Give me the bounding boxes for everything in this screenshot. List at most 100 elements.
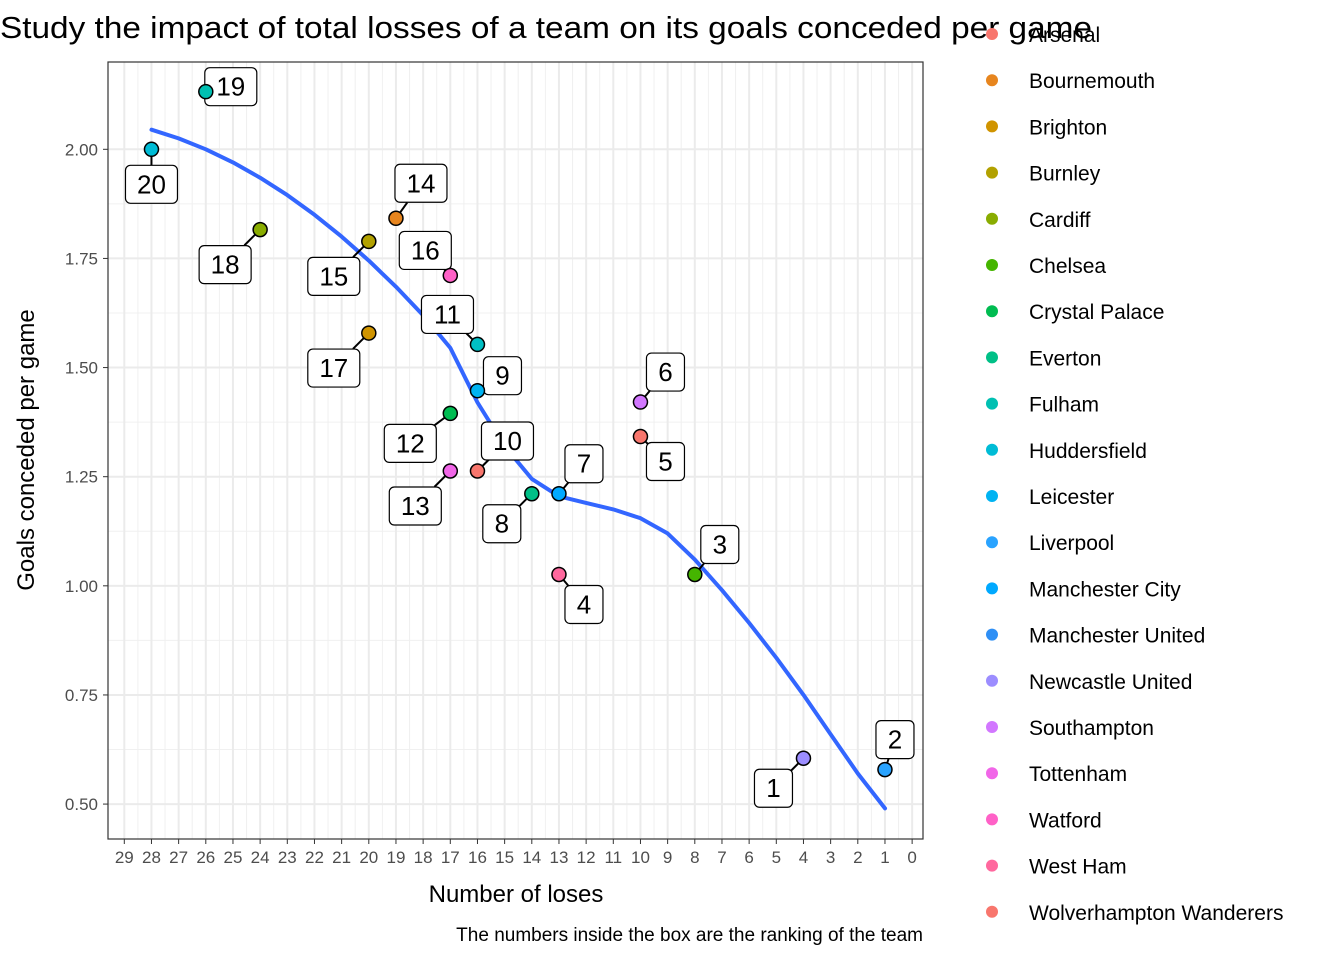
legend-label: Southampton <box>1029 717 1154 740</box>
data-point <box>442 267 459 284</box>
x-tick-label: 9 <box>663 848 672 867</box>
x-tick-label: 17 <box>441 848 460 867</box>
legend: Arsenal Bournemouth Brighton Burnley Cardiff… <box>986 24 1283 925</box>
x-tick-label: 28 <box>142 848 161 867</box>
rank-label: 9 <box>495 361 509 391</box>
rank-label: 6 <box>658 357 672 387</box>
legend-label: Crystal Palace <box>1029 301 1164 324</box>
rank-label: 7 <box>577 449 591 479</box>
rank-label-box <box>564 584 604 625</box>
x-tick-label: 11 <box>604 848 622 867</box>
legend-label: Chelsea <box>1029 255 1106 278</box>
x-tick-label: 3 <box>826 848 835 867</box>
rank-label: 11 <box>434 299 461 329</box>
y-axis-title: Goals conceded per game <box>13 309 40 591</box>
data-point <box>877 761 893 778</box>
x-tick-label: 15 <box>495 848 514 867</box>
x-tick-label: 12 <box>577 848 596 867</box>
legend-key <box>986 74 998 87</box>
x-tick-label: 21 <box>332 848 351 867</box>
legend-label: Newcastle United <box>1029 671 1192 694</box>
legend-key <box>986 767 998 780</box>
x-tick-label: 16 <box>468 848 487 867</box>
legend-key <box>986 351 998 364</box>
legend-label: Fulham <box>1029 394 1099 417</box>
x-tick-label: 22 <box>305 848 324 867</box>
legend-label: Tottenham <box>1029 763 1127 786</box>
x-tick-label: 8 <box>690 848 699 867</box>
rank-label: 3 <box>713 529 727 559</box>
rank-label: 14 <box>407 168 436 198</box>
data-point <box>687 566 703 583</box>
chart-title: Study the impact of total losses of a te… <box>0 10 1092 45</box>
legend-key <box>986 305 998 318</box>
rank-label: 8 <box>495 509 509 539</box>
rank-label-box <box>482 504 522 544</box>
data-points <box>143 83 893 778</box>
rank-label-box <box>388 486 442 526</box>
x-tick-label: 26 <box>196 848 215 867</box>
data-point <box>469 463 486 479</box>
legend-key <box>986 443 998 456</box>
x-axis: 29 28 27 26 25 24 23 22 21 20 19 18 17 16 15 14 13 12 11 10… <box>115 839 917 867</box>
data-point <box>632 394 649 410</box>
x-tick-label: 10 <box>631 848 650 867</box>
rank-label: 12 <box>396 428 425 458</box>
legend-label: Bournemouth <box>1029 70 1155 93</box>
legend-label: Burnley <box>1029 163 1101 186</box>
data-point <box>551 485 567 502</box>
legend-key <box>986 813 998 826</box>
x-tick-label: 18 <box>414 848 433 867</box>
rank-label: 13 <box>401 491 430 521</box>
rank-label-box <box>398 230 452 271</box>
rank-label: 18 <box>211 250 240 280</box>
x-tick-label: 2 <box>853 848 862 867</box>
data-point <box>361 325 377 341</box>
legend-label: Manchester United <box>1029 625 1205 648</box>
rank-label: 20 <box>137 169 166 199</box>
y-tick-label: 0.75 <box>65 686 98 705</box>
legend-label: Brighton <box>1029 116 1107 139</box>
x-tick-label: 0 <box>907 848 916 867</box>
legend-key <box>986 628 998 641</box>
legend-key <box>986 905 998 918</box>
x-tick-label: 25 <box>224 848 243 867</box>
legend-key <box>986 212 998 225</box>
x-tick-label: 24 <box>251 848 270 867</box>
legend-key <box>986 490 998 502</box>
legend-key <box>986 582 998 595</box>
data-point <box>252 221 268 238</box>
rank-label-box <box>383 423 437 463</box>
legend-label: Liverpool <box>1029 532 1114 555</box>
legend-key <box>986 120 998 133</box>
x-tick-label: 4 <box>799 848 808 867</box>
rank-label: 19 <box>216 72 245 102</box>
rank-label-box <box>482 356 523 396</box>
chart-caption: The numbers inside the box are the ranki… <box>456 925 923 946</box>
rank-label-box <box>420 294 475 335</box>
x-axis-title: Number of loses <box>429 881 604 908</box>
legend-label: Wolverhampton Wanderers <box>1029 902 1283 925</box>
legend-key <box>986 859 998 872</box>
data-point <box>551 566 567 583</box>
x-tick-label: 23 <box>278 848 297 867</box>
y-tick-label: 2.00 <box>65 140 98 159</box>
rank-label-box <box>700 524 740 565</box>
x-tick-label: 13 <box>550 848 569 867</box>
grid <box>108 62 923 839</box>
x-tick-label: 27 <box>169 848 188 867</box>
rank-label-box <box>564 444 604 484</box>
x-tick-label: 5 <box>772 848 781 867</box>
rank-label-box <box>645 441 686 482</box>
legend-label: Huddersfield <box>1029 440 1147 463</box>
data-point <box>361 233 377 250</box>
rank-label: 17 <box>319 353 348 383</box>
legend-key <box>986 536 998 549</box>
plot-panel-border <box>107 61 924 840</box>
rank-label: 5 <box>658 447 672 477</box>
y-tick-label: 1.25 <box>65 468 98 487</box>
y-axis: 0.50 0.75 1.00 1.25 1.50 1.75 2.00 <box>65 140 108 814</box>
rank-label-box <box>645 352 686 392</box>
